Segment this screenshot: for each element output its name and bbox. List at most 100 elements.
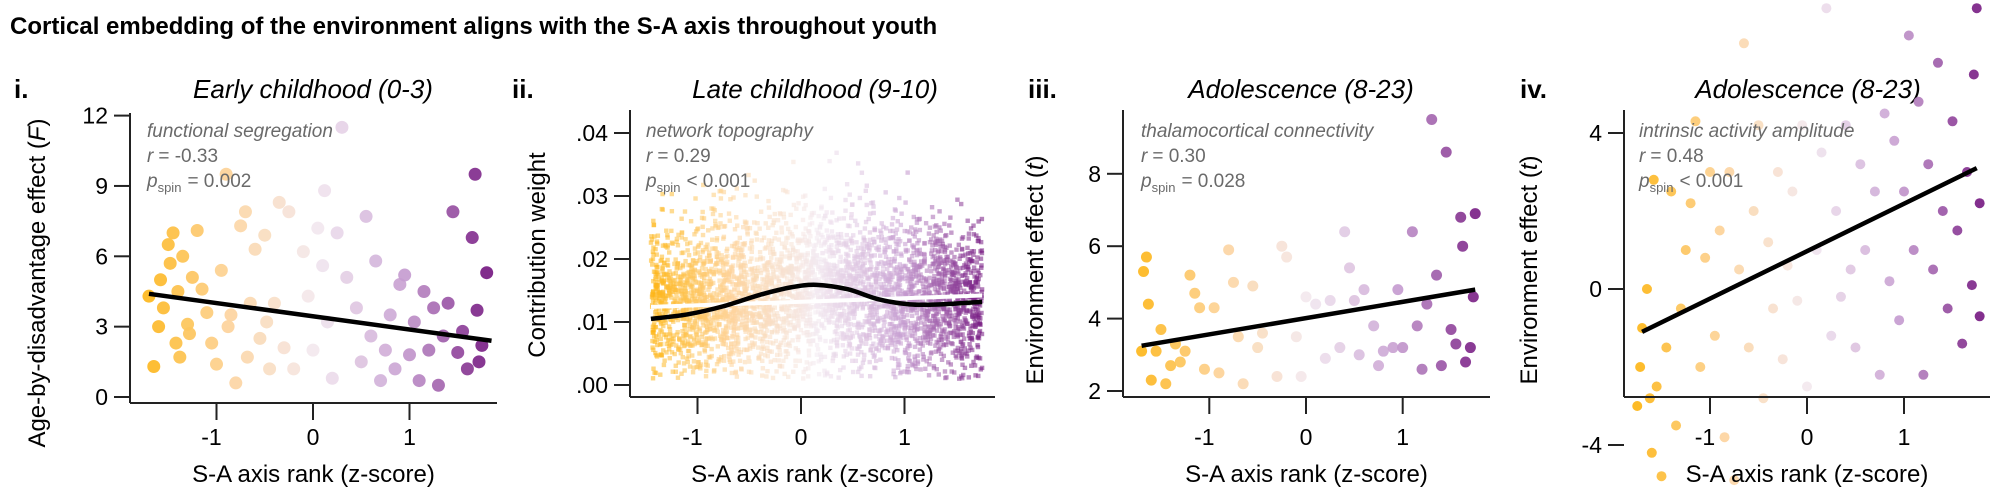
data-point <box>946 360 951 365</box>
data-point <box>666 324 672 329</box>
data-point <box>922 328 928 334</box>
data-point <box>674 281 679 287</box>
data-point <box>937 292 943 298</box>
data-point <box>734 344 739 349</box>
data-point <box>834 238 839 243</box>
data-point <box>739 250 744 256</box>
data-point <box>682 326 687 331</box>
data-point <box>899 311 904 316</box>
data-point <box>705 272 710 277</box>
data-point <box>840 305 845 310</box>
data-point <box>735 283 741 288</box>
data-point <box>780 282 785 287</box>
data-point <box>798 252 803 258</box>
data-point <box>649 237 655 242</box>
data-point <box>674 266 679 271</box>
data-point <box>890 316 896 322</box>
data-point <box>855 268 860 273</box>
data-point <box>749 241 754 246</box>
data-point <box>966 282 972 288</box>
data-point <box>842 308 847 314</box>
data-point <box>797 238 803 244</box>
data-point <box>804 333 810 338</box>
data-point <box>789 313 794 318</box>
data-point <box>849 331 855 336</box>
y-tick-label: .01 <box>576 309 608 335</box>
data-point <box>831 262 836 268</box>
data-point <box>853 358 859 364</box>
y-tick-label: 2 <box>1088 378 1101 404</box>
data-point <box>833 266 838 271</box>
data-point <box>859 246 864 251</box>
data-point <box>797 358 803 364</box>
data-point <box>749 249 754 255</box>
data-point <box>968 345 973 351</box>
data-point <box>782 269 788 275</box>
data-point <box>671 271 676 276</box>
data-point <box>693 313 698 318</box>
data-point <box>845 332 850 338</box>
data-point <box>823 317 829 323</box>
data-point <box>766 198 771 204</box>
data-point <box>854 222 860 228</box>
data-point <box>1802 381 1812 392</box>
measure-label: intrinsic activity amplitude <box>1639 121 1854 142</box>
data-point <box>840 290 846 295</box>
data-point <box>967 260 972 265</box>
data-point <box>829 243 834 248</box>
data-point <box>966 251 971 256</box>
data-point <box>1635 362 1646 372</box>
data-point <box>787 328 792 333</box>
data-point <box>1835 291 1846 302</box>
data-point <box>781 338 786 343</box>
data-point <box>703 362 709 367</box>
data-point <box>675 329 680 335</box>
data-point <box>934 278 939 283</box>
data-point <box>234 219 248 233</box>
data-point <box>1787 186 1798 197</box>
data-point <box>888 260 893 265</box>
data-point <box>714 236 720 241</box>
data-point <box>793 267 799 272</box>
data-point <box>978 272 983 278</box>
data-point <box>691 273 696 278</box>
data-point <box>714 325 719 330</box>
data-point <box>1695 362 1706 372</box>
data-point <box>768 340 773 345</box>
data-point <box>848 311 853 316</box>
data-point <box>838 312 844 317</box>
data-point <box>818 354 824 360</box>
y-axis-label: Age-by-disadvantage effect (F) <box>24 118 51 447</box>
fit-line <box>1641 166 1978 334</box>
data-point <box>955 197 960 202</box>
data-point <box>947 310 953 315</box>
data-point <box>655 283 660 288</box>
data-point <box>750 272 755 277</box>
data-point <box>697 284 703 290</box>
data-point <box>751 298 756 303</box>
data-point <box>862 301 867 307</box>
data-point <box>920 343 925 348</box>
data-point <box>779 230 785 235</box>
data-point <box>774 257 780 262</box>
data-point <box>881 224 886 230</box>
data-point <box>870 272 875 278</box>
data-point <box>863 188 868 194</box>
data-point <box>776 344 782 349</box>
data-point <box>779 254 784 260</box>
x-tick-label: -1 <box>1194 424 1214 450</box>
data-point <box>854 295 859 300</box>
fit-line <box>650 282 983 322</box>
data-point <box>910 231 916 236</box>
linear-fit-line <box>650 293 983 309</box>
data-point <box>749 332 754 338</box>
data-point <box>694 325 700 330</box>
data-point <box>875 265 880 271</box>
data-point <box>1942 303 1953 314</box>
data-point <box>868 304 874 310</box>
data-point <box>682 296 687 301</box>
data-point <box>883 278 889 283</box>
data-point <box>785 226 791 232</box>
data-point <box>680 329 685 334</box>
